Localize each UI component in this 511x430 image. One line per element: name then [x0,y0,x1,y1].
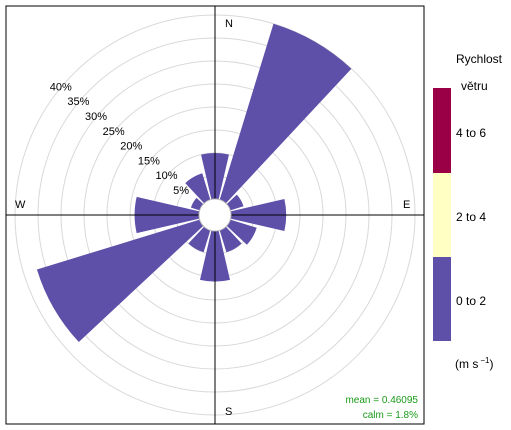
compass-south-label: S [225,406,232,418]
calm-stat-label: calm = 1.8% [363,410,418,421]
wind-bar-120deg [226,219,257,245]
tick-label-15: 15% [138,155,160,167]
wind-bar-150deg [219,226,242,253]
legend-swatch-4-to-6 [433,88,451,173]
tick-label-25: 25% [103,126,125,138]
tick-label-20: 20% [120,141,142,153]
legend-label-0-to-2: 0 to 2 [456,294,486,308]
wind-bar-60deg [226,194,244,211]
legend-swatch-2-to-4 [433,173,451,257]
radial-tick-labels: 5% 10% 15% 20% 25% 30% 35% 40% [50,81,189,196]
wind-bar-300deg [190,197,204,211]
tick-label-35: 35% [67,96,89,108]
plot-frame [5,5,425,425]
compass-east-label: E [403,199,410,211]
compass-west-label: W [15,199,26,211]
calm-center-circle [198,198,232,232]
wind-bar-240deg [36,219,204,342]
mean-stat-label: mean = 0.46095 [345,395,418,406]
tick-label-10: 10% [156,170,178,182]
wind-frequency-bars [36,23,352,342]
legend-title-line2: větru [461,79,488,93]
wind-bar-330deg [185,173,211,204]
tick-label-40: 40% [50,81,72,93]
wind-bar-210deg [188,226,211,253]
tick-label-5: 5% [173,185,189,197]
legend-unit-label: (m s −1) [455,356,493,371]
wind-bar-30deg [219,23,352,204]
legend-label-2-to-4: 2 to 4 [456,210,486,224]
compass-north-label: N [225,18,233,30]
tick-label-30: 30% [85,111,107,123]
legend-swatch-0-to-2 [433,257,451,341]
legend-label-4-to-6: 4 to 6 [456,126,486,140]
legend-title-line1: Rychlost [456,52,503,66]
